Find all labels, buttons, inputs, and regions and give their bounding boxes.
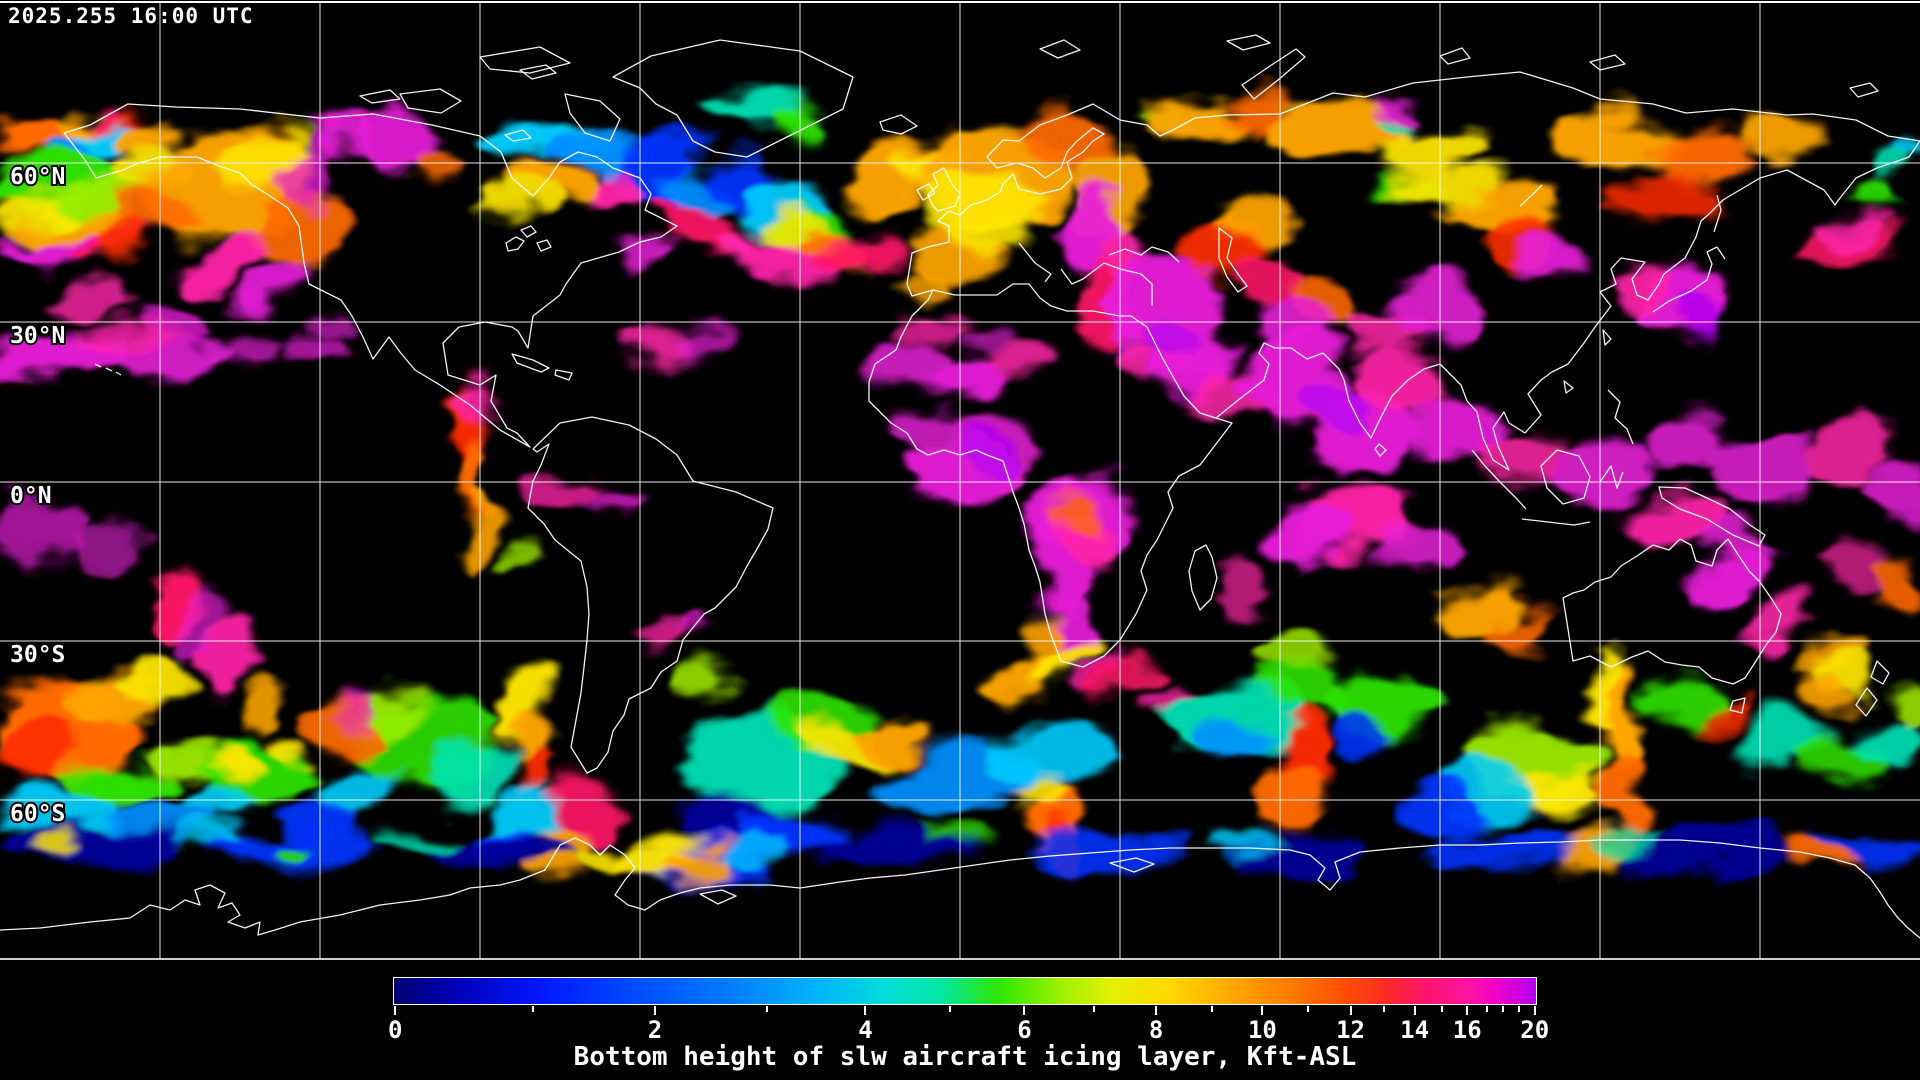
- coastline: [520, 225, 537, 238]
- colorbar: [393, 977, 1537, 1005]
- coastline: [1652, 246, 1726, 313]
- colorbar-tick-label: 14: [1400, 1016, 1430, 1044]
- latitude-labels: 60°N 30°N 0°N 30°S 60°S: [8, 162, 67, 829]
- colorbar-major-tick: [1261, 1006, 1264, 1015]
- coastline: [1607, 389, 1634, 445]
- colorbar-tick-label: 0: [388, 1016, 403, 1044]
- colorbar-tick-label: 6: [1017, 1016, 1032, 1044]
- coastline: [0, 837, 1920, 939]
- coastline: [1218, 227, 1248, 293]
- colorbar-tick-label: 10: [1247, 1016, 1277, 1044]
- coastline: [612, 39, 854, 158]
- coastline: [1018, 242, 1052, 283]
- colorbar-tick-label: 20: [1520, 1016, 1550, 1044]
- colorbar-major-tick: [653, 1006, 656, 1015]
- colorbar-major-tick: [1466, 1006, 1469, 1015]
- coastline: [1109, 857, 1155, 873]
- colorbar-major-tick: [394, 1006, 397, 1015]
- colorbar-caption: Bottom height of slw aircraft icing laye…: [573, 1042, 1357, 1072]
- colorbar-major-tick: [1413, 1006, 1416, 1015]
- colorbar-tick-label: 16: [1452, 1016, 1482, 1044]
- coastline: [1039, 39, 1081, 59]
- latitude-label: 0°N: [10, 483, 52, 509]
- coastline: [359, 89, 401, 104]
- colorbar-major-tick: [1349, 1006, 1352, 1015]
- coastline: [94, 363, 122, 376]
- latitude-label: 30°S: [10, 642, 65, 668]
- latitude-label: 30°N: [10, 323, 65, 349]
- coastline: [1521, 518, 1591, 526]
- map-frame: [0, 1, 1920, 960]
- coastline: [927, 167, 961, 212]
- colorbar-minor-tick: [531, 1006, 534, 1012]
- coastline: [1519, 184, 1543, 207]
- coastline: [1855, 687, 1878, 717]
- coastline: [699, 889, 737, 905]
- coastline: [1563, 380, 1574, 394]
- coastline: [1241, 48, 1306, 100]
- coastline: [519, 64, 557, 80]
- latitude-label: 60°N: [10, 164, 65, 190]
- coastline: [504, 129, 532, 142]
- colorbar-major-tick: [864, 1006, 867, 1015]
- colorbar-minor-tick: [766, 1006, 769, 1012]
- coastline: [1658, 486, 1766, 547]
- colorbar-minor-tick: [1211, 1006, 1214, 1012]
- coastline: [1562, 538, 1782, 685]
- colorbar-minor-tick: [1501, 1006, 1504, 1012]
- coastline: [564, 93, 621, 142]
- coastline: [63, 103, 678, 448]
- colorbar-tick-label: 2: [647, 1016, 663, 1044]
- colorbar-minor-tick: [1485, 1006, 1488, 1012]
- coastline: [1849, 82, 1879, 98]
- coastline: [1602, 329, 1612, 346]
- timestamp: 2025.255 16:00 UTC: [8, 4, 254, 28]
- colorbar-tick-label: 8: [1148, 1016, 1164, 1044]
- coastline: [1540, 449, 1591, 505]
- coastline: [1060, 262, 1153, 306]
- coastline: [1589, 54, 1626, 71]
- coastline: [868, 71, 1920, 668]
- colorbar-minor-tick: [1517, 1006, 1520, 1012]
- coastline: [554, 369, 573, 381]
- colorbar-major-tick: [1023, 1006, 1026, 1015]
- coastline: [916, 183, 936, 201]
- coastline: [1188, 544, 1218, 611]
- colorbar-minor-tick: [1093, 1006, 1096, 1012]
- coastline: [505, 236, 525, 252]
- coastline: [399, 88, 462, 114]
- colorbar-minor-tick: [1441, 1006, 1444, 1012]
- coastline: [1226, 34, 1271, 51]
- world-map: 60°N 30°N 0°N 30°S 60°S: [0, 0, 1920, 962]
- coastline: [527, 416, 774, 774]
- colorbar-tick-label: 4: [858, 1016, 873, 1044]
- coastline: [1870, 660, 1890, 685]
- coastline: [1713, 194, 1722, 233]
- colorbar-major-tick: [1533, 1006, 1536, 1015]
- coastline: [1439, 47, 1471, 65]
- coastline: [1599, 465, 1624, 489]
- colorbar-minor-tick: [949, 1006, 952, 1012]
- coastline: [511, 353, 550, 373]
- graticule-layer: [0, 2, 1920, 959]
- colorbar-minor-tick: [1307, 1006, 1310, 1012]
- colorbar-tick-label: 12: [1336, 1016, 1365, 1044]
- data-field-layer: [0, 94, 1920, 886]
- coastline: [1729, 697, 1746, 714]
- colorbar-major-tick: [1155, 1006, 1158, 1015]
- coastline: [536, 239, 552, 252]
- colorbar-minor-tick: [1382, 1006, 1385, 1012]
- colorbar-gradient: [394, 978, 1536, 1004]
- coastline: [1108, 246, 1180, 263]
- coastline: [1374, 443, 1387, 457]
- latitude-label: 60°S: [10, 801, 65, 827]
- coastline: [879, 114, 918, 135]
